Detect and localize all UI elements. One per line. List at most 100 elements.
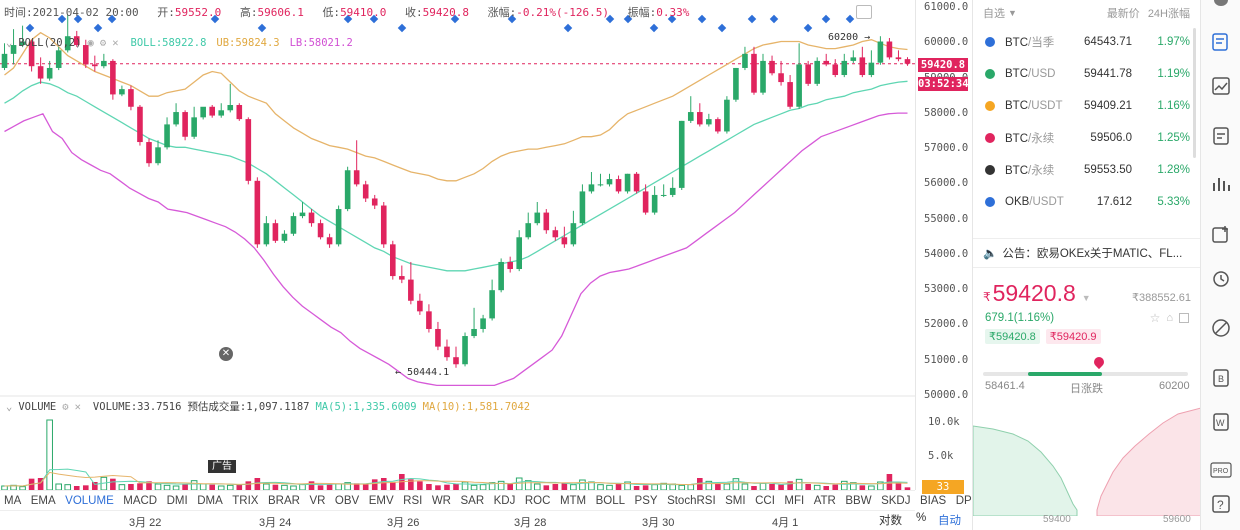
wiki-tool-icon[interactable]: W bbox=[1209, 410, 1233, 434]
indicator-tab-mtm[interactable]: MTM bbox=[559, 494, 587, 507]
price-tick-label: 58000.0 bbox=[924, 106, 969, 119]
collapse-icon[interactable]: ⌄ bbox=[6, 400, 13, 413]
watchlist-tool-icon[interactable] bbox=[1209, 30, 1233, 54]
star-icon[interactable]: ☆ bbox=[1149, 311, 1161, 325]
indicator-tab-vr[interactable]: VR bbox=[309, 494, 326, 507]
volume-axis[interactable]: 10.0k 5.0k bbox=[915, 396, 970, 490]
indicator-tab-atr[interactable]: ATR bbox=[813, 494, 836, 507]
price-tick-label: 50000.0 bbox=[924, 389, 969, 401]
indicator-tab-bbw[interactable]: BBW bbox=[845, 494, 872, 507]
indicator-tab-macd[interactable]: MACD bbox=[123, 494, 158, 507]
settings-icon[interactable]: ⚙ bbox=[99, 37, 107, 49]
indicator-tab-dma[interactable]: DMA bbox=[197, 494, 223, 507]
indicator-tab-psy[interactable]: PSY bbox=[634, 494, 658, 507]
indicator-tab-ma[interactable]: MA bbox=[4, 494, 22, 507]
volume-bar bbox=[850, 482, 857, 491]
eye-icon[interactable]: ◉ bbox=[87, 37, 94, 49]
indicator-tab-cci[interactable]: CCI bbox=[755, 494, 775, 507]
signal-diamond-marker bbox=[397, 23, 407, 33]
watchlist-row[interactable]: BTC/USD 59441.78 1.19% bbox=[973, 58, 1200, 90]
indicator-tab-kdj[interactable]: KDJ bbox=[493, 494, 516, 507]
indicator-tab-dmi[interactable]: DMI bbox=[166, 494, 188, 507]
indicator-tab-emv[interactable]: EMV bbox=[368, 494, 394, 507]
indicator-tab-rsi[interactable]: RSI bbox=[403, 494, 423, 507]
help-icon[interactable]: ? bbox=[1209, 492, 1233, 516]
col-change-header[interactable]: 24H涨幅 bbox=[1147, 8, 1190, 20]
indicator-tab-trix[interactable]: TRIX bbox=[232, 494, 259, 507]
indicator-tab-mfi[interactable]: MFI bbox=[784, 494, 805, 507]
candle-body bbox=[507, 261, 513, 270]
watchlist-row[interactable]: BTC/永续 59506.0 1.25% bbox=[973, 122, 1200, 154]
collapse-icon[interactable]: ⌄ bbox=[6, 37, 13, 49]
indicator-tab-sar[interactable]: SAR bbox=[460, 494, 485, 507]
candle-body bbox=[651, 194, 658, 213]
screenshot-icon[interactable] bbox=[856, 5, 872, 19]
volume-bar bbox=[453, 484, 459, 490]
indicator-tab-stochrsi[interactable]: StochRSI bbox=[667, 494, 716, 507]
orders-tool-icon[interactable] bbox=[1209, 124, 1233, 148]
volume-bar bbox=[759, 482, 767, 491]
indicator-tab-smi[interactable]: SMI bbox=[725, 494, 746, 507]
ask-chip[interactable]: ₹59420.9 bbox=[1045, 329, 1101, 344]
last-price: 59420.8 bbox=[992, 280, 1076, 306]
kline-svg[interactable] bbox=[0, 0, 970, 530]
indicator-tab-obv[interactable]: OBV bbox=[334, 494, 360, 507]
volume-ma10: MA(10):1,581.7042 bbox=[422, 400, 531, 413]
candle-body bbox=[37, 66, 44, 79]
signal-diamond-marker bbox=[845, 14, 855, 24]
watchlist-row[interactable]: BTC/永续 59553.50 1.28% bbox=[973, 154, 1200, 186]
candle-body bbox=[877, 41, 884, 63]
volume-bar bbox=[209, 484, 215, 490]
volume-bar bbox=[507, 484, 513, 490]
book-tool-icon[interactable]: B bbox=[1209, 366, 1233, 390]
svg-text:B: B bbox=[1218, 374, 1224, 384]
indicator-tab-bias[interactable]: BIAS bbox=[919, 494, 947, 507]
indicator-tab-brar[interactable]: BRAR bbox=[267, 494, 300, 507]
pro-tool-icon[interactable]: PRO bbox=[1209, 458, 1233, 482]
bid-chip[interactable]: ₹59420.8 bbox=[985, 329, 1040, 344]
watchlist-row[interactable]: BTC/当季 64543.71 1.97% bbox=[973, 26, 1200, 58]
close-icon[interactable]: ✕ bbox=[112, 37, 119, 49]
volume-name: VOLUME bbox=[18, 400, 57, 413]
close-ad-icon[interactable]: ✕ bbox=[219, 347, 233, 361]
volume-bar bbox=[353, 483, 360, 490]
signal-diamond-marker bbox=[93, 23, 103, 33]
avatar[interactable] bbox=[1214, 0, 1228, 6]
col-price-header[interactable]: 最新价 bbox=[1106, 8, 1140, 20]
depth-axis: 59400 59600 bbox=[973, 510, 1201, 530]
indicator-tab-roc[interactable]: ROC bbox=[524, 494, 551, 507]
watchlist-scrollbar[interactable] bbox=[1193, 28, 1196, 158]
candle-body bbox=[399, 276, 405, 280]
chevron-down-icon[interactable]: ▼ bbox=[1008, 8, 1017, 18]
log-scale-toggle[interactable]: 对数 bbox=[879, 515, 902, 527]
depth-chart[interactable] bbox=[973, 396, 1201, 516]
watchlist-row[interactable]: OKB/USDT 17.612 5.33% bbox=[973, 186, 1200, 218]
candle-body bbox=[308, 212, 315, 224]
volume-bar bbox=[435, 485, 441, 490]
chevron-down-icon[interactable]: ▼ bbox=[1081, 293, 1091, 303]
kline-chart[interactable]: 时间:2021-04-02 20:00 开:59552.0 高:59606.1 … bbox=[0, 0, 1007, 530]
depth-x1: 59400 bbox=[1043, 514, 1071, 525]
indicator-tab-wr[interactable]: WR bbox=[431, 494, 451, 507]
bar-chart-tool-icon[interactable] bbox=[1209, 172, 1233, 196]
percent-scale-toggle[interactable]: % bbox=[916, 512, 927, 524]
candle-body bbox=[317, 223, 324, 238]
pair-name: BTC/USDT bbox=[1005, 100, 1072, 112]
alert-icon[interactable]: ⌂ bbox=[1166, 312, 1173, 324]
watchlist-tab[interactable]: 自选 bbox=[983, 8, 1005, 20]
chart-tool-icon[interactable] bbox=[1209, 74, 1233, 98]
add-window-icon[interactable] bbox=[1209, 222, 1233, 246]
close-icon[interactable]: ✕ bbox=[74, 400, 81, 413]
watchlist-row[interactable]: BTC/USDT 59409.21 1.16% bbox=[973, 90, 1200, 122]
indicator-tab-boll[interactable]: BOLL bbox=[595, 494, 626, 507]
draw-line-icon[interactable] bbox=[1209, 316, 1233, 340]
auto-scale-toggle[interactable]: 自动 bbox=[938, 515, 961, 527]
settings-icon[interactable]: ⚙ bbox=[62, 400, 69, 413]
expand-icon[interactable] bbox=[1179, 313, 1189, 323]
day-range-label: 日涨跌 bbox=[1070, 383, 1103, 395]
indicator-tab-volume[interactable]: VOLUME bbox=[65, 494, 114, 507]
indicator-tab-skdj[interactable]: SKDJ bbox=[881, 494, 911, 507]
announcement-bar[interactable]: 🔈 公告：欧易OKEx关于MATIC、FL... bbox=[973, 238, 1201, 268]
alarm-clock-icon[interactable] bbox=[1209, 266, 1233, 290]
indicator-tab-ema[interactable]: EMA bbox=[30, 494, 56, 507]
